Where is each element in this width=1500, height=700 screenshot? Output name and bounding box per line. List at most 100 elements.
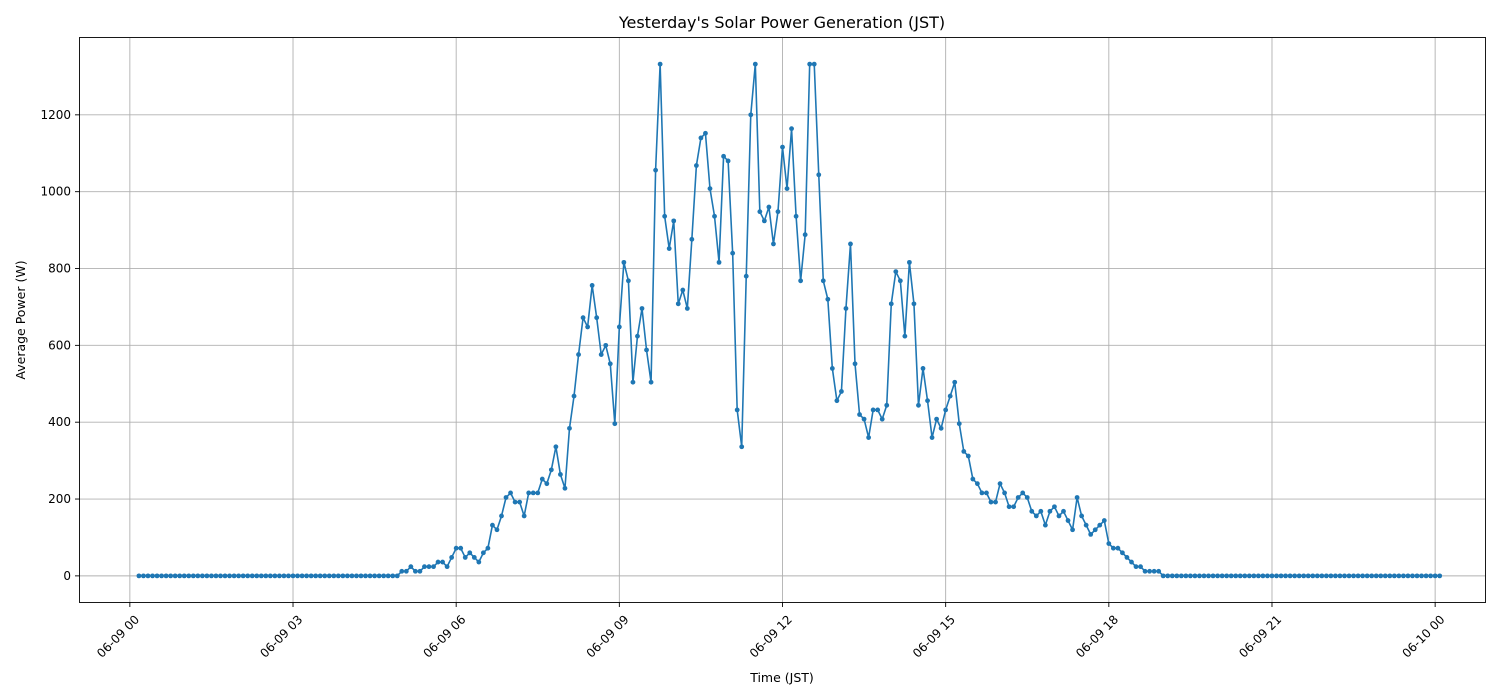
data-point [839, 389, 844, 394]
data-point [1378, 573, 1384, 579]
data-point [539, 476, 545, 482]
data-point [1351, 573, 1356, 579]
data-points [136, 61, 1443, 579]
data-point [1323, 573, 1329, 579]
data-point [1011, 504, 1017, 510]
data-point [734, 407, 740, 413]
data-point [394, 573, 400, 579]
data-point [707, 186, 713, 192]
data-point [1265, 573, 1270, 579]
data-point [558, 472, 563, 477]
x-tick-label: 06-09 18 [1073, 612, 1121, 660]
data-point [521, 513, 527, 519]
data-point [1251, 573, 1257, 579]
data-point [911, 301, 917, 307]
data-point [1382, 573, 1388, 579]
data-point [870, 407, 876, 413]
data-point [267, 573, 273, 579]
data-point [1129, 559, 1134, 565]
data-point [938, 425, 944, 431]
x-tick-label: 06-09 21 [1236, 612, 1284, 660]
data-point [1410, 573, 1415, 579]
data-point [698, 135, 704, 141]
data-point [1364, 573, 1370, 579]
data-point [920, 366, 926, 371]
data-point [1092, 527, 1098, 533]
data-point [313, 573, 319, 579]
data-point [222, 573, 228, 579]
data-point [449, 555, 455, 560]
data-point [680, 287, 686, 293]
data-point [1210, 573, 1216, 579]
data-point [476, 559, 482, 565]
data-point [1301, 573, 1307, 579]
chart-title: Yesterday's Solar Power Generation (JST) [618, 13, 945, 32]
data-point [802, 232, 808, 238]
data-point [576, 352, 581, 357]
data-point [1047, 508, 1053, 514]
data-point [1432, 573, 1438, 579]
data-point [199, 573, 205, 579]
data-point [249, 573, 255, 579]
data-point [512, 499, 518, 505]
data-point [1188, 573, 1193, 579]
data-point [897, 278, 903, 284]
data-point [861, 416, 867, 422]
data-point [159, 573, 164, 579]
data-point [789, 126, 794, 132]
data-point [639, 306, 645, 311]
data-point [1052, 504, 1057, 510]
grid-lines [80, 38, 1485, 602]
data-point [204, 573, 210, 579]
data-point [304, 573, 310, 579]
x-tick-label: 06-09 12 [747, 612, 795, 660]
data-point [761, 218, 767, 224]
data-point [1387, 573, 1393, 579]
data-point [784, 186, 790, 192]
data-point [820, 278, 826, 284]
data-point [1310, 573, 1316, 579]
data-point [494, 527, 500, 533]
x-tick-label: 06-09 06 [420, 612, 468, 660]
data-point [775, 209, 781, 215]
data-point [970, 476, 976, 482]
data-point [548, 467, 554, 473]
data-point [984, 490, 989, 496]
data-point [1360, 573, 1366, 579]
data-point [403, 568, 409, 574]
data-point [739, 444, 745, 450]
y-tick-label: 600 [48, 338, 71, 352]
data-point [1002, 490, 1007, 496]
data-point [961, 449, 967, 454]
data-point [943, 407, 949, 413]
data-point [1414, 573, 1420, 579]
data-point [471, 555, 477, 560]
data-point [603, 342, 609, 348]
data-point [480, 550, 486, 556]
data-point [308, 573, 314, 579]
data-point [816, 172, 822, 178]
data-point [186, 573, 192, 579]
data-point [181, 573, 187, 579]
data-point [190, 573, 196, 579]
data-point [154, 573, 160, 579]
data-point [1437, 573, 1443, 579]
data-point [1156, 568, 1162, 574]
data-point [412, 568, 418, 574]
data-point [798, 278, 804, 284]
data-point [440, 559, 445, 565]
data-point [1120, 550, 1125, 556]
data-point [1138, 564, 1143, 570]
y-tick-label: 1200 [40, 108, 71, 122]
data-point [213, 573, 219, 579]
data-point [675, 301, 681, 307]
data-point [1233, 573, 1239, 579]
data-point [390, 573, 396, 579]
data-point [1106, 541, 1112, 546]
data-point [893, 269, 899, 274]
data-point [974, 481, 980, 487]
data-point [444, 564, 450, 570]
data-point [236, 573, 242, 579]
x-tick-label: 06-09 09 [584, 612, 632, 660]
data-point [1369, 573, 1375, 579]
